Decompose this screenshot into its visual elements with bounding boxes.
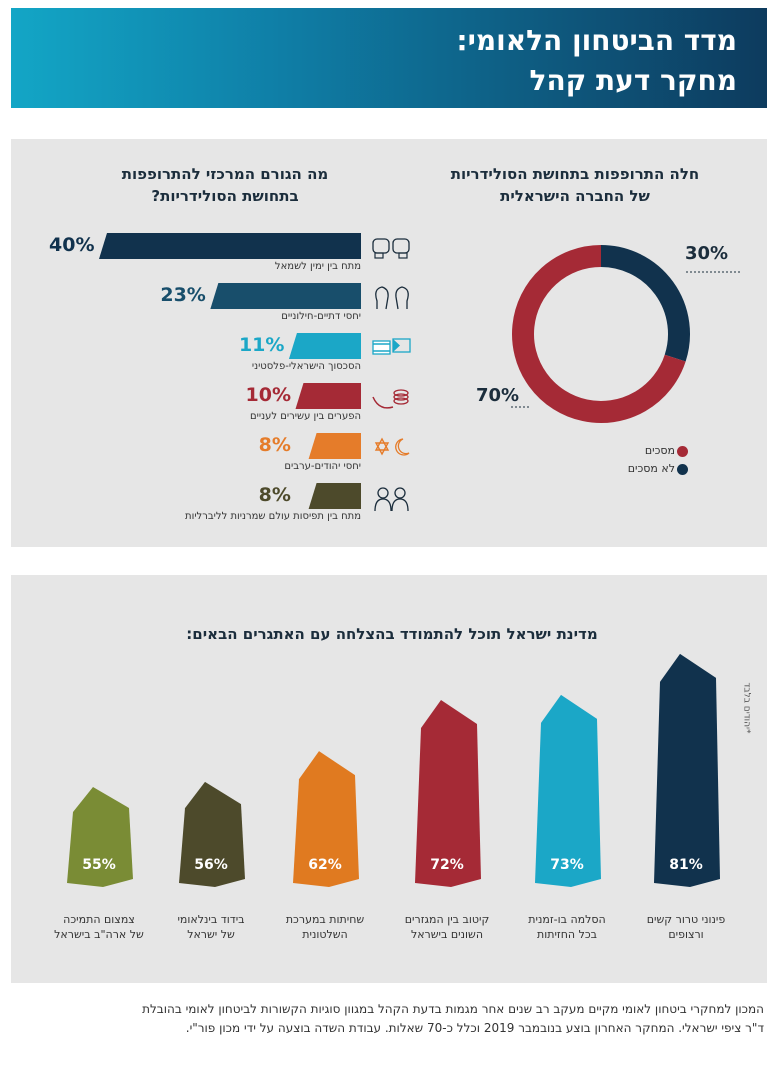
column-label-line2: ורצופים	[668, 928, 704, 941]
bar-5	[308, 483, 361, 509]
column-value-0: 81%	[669, 857, 703, 873]
column-5	[67, 787, 133, 887]
column-0	[654, 653, 720, 887]
solidarity-panel: חלה התרופפות בתחושת הסולידריות של החברה …	[11, 139, 767, 547]
bar-value-3: 10%	[245, 384, 291, 406]
footer-text: המכון למחקרי ביטחון לאומי מקיים מעקב רב …	[12, 1000, 764, 1038]
column-label-line1: צמצום התמיכה	[63, 913, 135, 926]
bar-value-5: 8%	[258, 484, 291, 506]
bars-title-line2: בתחושת הסולידריות?	[151, 187, 299, 205]
column-label-line2: של ישראל	[187, 928, 235, 941]
column-label-4: בידוד בינלאומי של ישראל	[146, 912, 276, 942]
header-subtitle: מחקר דעת קהל	[529, 64, 738, 97]
column-label-1: הסלמה בו-זמנית בכל החזיתות	[502, 912, 632, 942]
donut-slice-agree	[512, 245, 686, 423]
coins-hand-icon	[372, 389, 409, 409]
bar-label-1: יחסי דתיים-חילוניים	[281, 311, 361, 322]
legend-disagree-dot	[677, 464, 688, 475]
bar-label-2: הסכסוך הישראלי-פלסטיני	[251, 361, 361, 372]
column-value-4: 56%	[194, 857, 228, 873]
donut-disagree-pct: 30%	[685, 243, 729, 264]
boxing-gloves-icon	[372, 238, 410, 259]
donut-leader-lines	[511, 271, 741, 408]
star-crescent-icon	[374, 437, 410, 456]
footer-line1: המכון למחקרי ביטחון לאומי מקיים מעקב רב …	[142, 1002, 764, 1016]
column-4	[179, 781, 245, 887]
bar-0	[99, 233, 361, 259]
column-label-line1: פינוני טרור קשים	[646, 913, 726, 926]
donut-title-line2: של החברה הישראלית	[500, 187, 650, 205]
bar-value-0: 40%	[49, 234, 95, 256]
bar-1	[210, 283, 361, 309]
donut-title: חלה התרופפות בתחושת הסולידריות של החברה …	[425, 163, 725, 207]
bars-title: מה הגורם המרכזי להתרופפות בתחושת הסולידר…	[75, 163, 375, 207]
footer-line2: ד"ר ציפי ישראלי. המחקר האחרון בוצע בנובמ…	[185, 1021, 764, 1035]
column-3	[293, 751, 359, 887]
flags-icon	[372, 338, 411, 355]
legend-agree-dot	[677, 446, 688, 457]
bar-chart	[99, 233, 411, 512]
header-title: מדד הביטחון הלאומי:	[456, 24, 737, 57]
column-2	[415, 699, 481, 887]
bar-2	[288, 333, 361, 359]
legend-disagree-label: לא מסכים	[627, 462, 675, 475]
column-label-line2: השונים בישראל	[410, 928, 484, 941]
column-value-5: 55%	[82, 857, 116, 873]
donut-slice-disagree	[600, 245, 690, 362]
bar-label-0: מתח בין ימין לשמאל	[274, 261, 361, 272]
bar-3	[295, 383, 361, 409]
bar-value-1: 23%	[160, 284, 206, 306]
challenges-panel: מדינת ישראל תוכל להתמודד בהצלחה עם האתגר…	[11, 575, 767, 983]
column-label-line1: שחיתות במערכת	[285, 913, 365, 926]
bar-label-3: הפערים בין עשירים לעניים	[250, 411, 361, 422]
bar-value-2: 11%	[238, 334, 285, 356]
bar-value-4: 8%	[258, 434, 291, 456]
bar-label-5: מתח בין תפיסות עולם שמרניות לליברליות	[185, 511, 361, 522]
faces-icon	[375, 286, 409, 310]
header-banner: מדד הביטחון הלאומי: מחקר דעת קהל	[11, 8, 767, 108]
column-label-0: פינוני טרור קשים ורצופים	[621, 912, 751, 942]
column-label-5: צמצום התמיכה של ארה"ב בישראל	[34, 912, 164, 942]
column-label-line2: בכל החזיתות	[536, 928, 598, 941]
donut-title-line1: חלה התרופפות בתחושת הסולידריות	[450, 165, 700, 183]
donut-agree-pct: 70%	[476, 385, 520, 406]
column-value-2: 72%	[430, 857, 464, 873]
donut-chart	[512, 245, 690, 423]
bars-title-line1: מה הגורם המרכזי להתרופפות	[121, 165, 329, 183]
columns-title: מדינת ישראל תוכל להתמודד בהצלחה עם האתגר…	[186, 625, 598, 643]
column-value-3: 62%	[308, 857, 342, 873]
column-value-1: 73%	[550, 857, 584, 873]
column-label-line2: של ארה"ב בישראל	[54, 928, 144, 941]
column-label-2: קיטוב בין המגזרים השונים בישראל	[382, 912, 512, 942]
legend-agree-label: מסכים	[644, 444, 675, 457]
column-label-line1: קיטוב בין המגזרים	[404, 913, 490, 926]
people-icon	[374, 487, 409, 512]
bar-label-4: יחסי יהודים-ערבים	[284, 461, 361, 472]
column-chart	[67, 653, 720, 887]
bar-4	[308, 433, 361, 459]
column-label-line2: השלטונית	[302, 928, 348, 941]
column-label-line1: בידוד בינלאומי	[177, 913, 245, 926]
column-label-3: שחיתות במערכת השלטונית	[260, 912, 390, 942]
column-1	[535, 694, 601, 887]
column-label-line1: הסלמה בו-זמנית	[528, 913, 606, 926]
